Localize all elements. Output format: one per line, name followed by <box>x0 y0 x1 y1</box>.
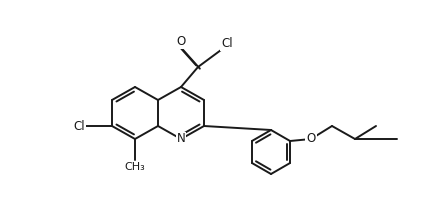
Text: N: N <box>177 132 185 146</box>
Text: CH₃: CH₃ <box>125 162 145 172</box>
Text: O: O <box>306 132 316 146</box>
Text: O: O <box>176 35 186 48</box>
Text: Cl: Cl <box>73 119 85 132</box>
Text: Cl: Cl <box>221 37 233 50</box>
